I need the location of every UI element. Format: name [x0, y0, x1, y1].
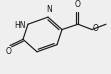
Text: HN: HN [15, 21, 26, 30]
Text: N: N [46, 5, 52, 14]
Text: O: O [6, 47, 12, 56]
Text: O: O [75, 0, 81, 9]
Text: O: O [93, 24, 99, 33]
